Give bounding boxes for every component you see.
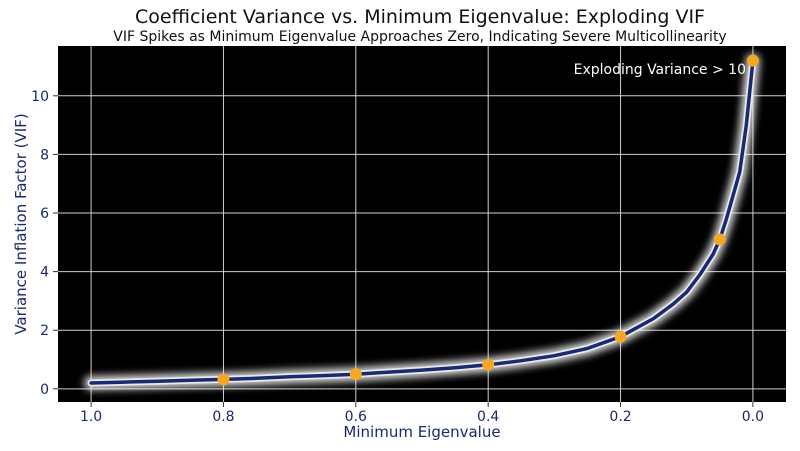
series-line-path	[89, 58, 755, 385]
x-tick-label: 1.0	[80, 409, 102, 425]
chart-subtitle: VIF Spikes as Minimum Eigenvalue Approac…	[113, 29, 726, 45]
data-point	[713, 233, 726, 246]
series-markers	[217, 54, 759, 386]
annotation: Exploding Variance > 10	[574, 62, 746, 78]
data-point	[746, 54, 759, 67]
x-axis: 1.0 0.8 0.6 0.4 0.2 0.0	[80, 402, 764, 425]
data-point	[349, 368, 362, 381]
y-axis-label: Variance Inflation Factor (VIF)	[12, 113, 30, 334]
y-tick-label: 4	[40, 265, 49, 281]
data-point	[482, 358, 495, 371]
x-tick-label: 0.4	[477, 409, 499, 425]
y-tick-label: 0	[40, 382, 49, 398]
y-tick-label: 10	[31, 89, 49, 105]
plot-area	[58, 46, 786, 402]
x-tick-label: 0.0	[742, 409, 764, 425]
y-tick-label: 2	[40, 323, 49, 339]
chart-title: Coefficient Variance vs. Minimum Eigenva…	[135, 6, 705, 28]
y-tick-label: 8	[40, 147, 49, 163]
x-tick-label: 0.2	[609, 409, 631, 425]
x-tick-label: 0.8	[212, 409, 234, 425]
series-line	[84, 53, 760, 390]
x-tick-label: 0.6	[345, 409, 367, 425]
data-point	[614, 330, 627, 343]
data-point	[217, 373, 230, 386]
x-axis-label: Minimum Eigenvalue	[343, 423, 500, 441]
y-tick-label: 6	[40, 206, 49, 222]
y-axis: 0 2 4 6 8 10	[31, 89, 58, 398]
